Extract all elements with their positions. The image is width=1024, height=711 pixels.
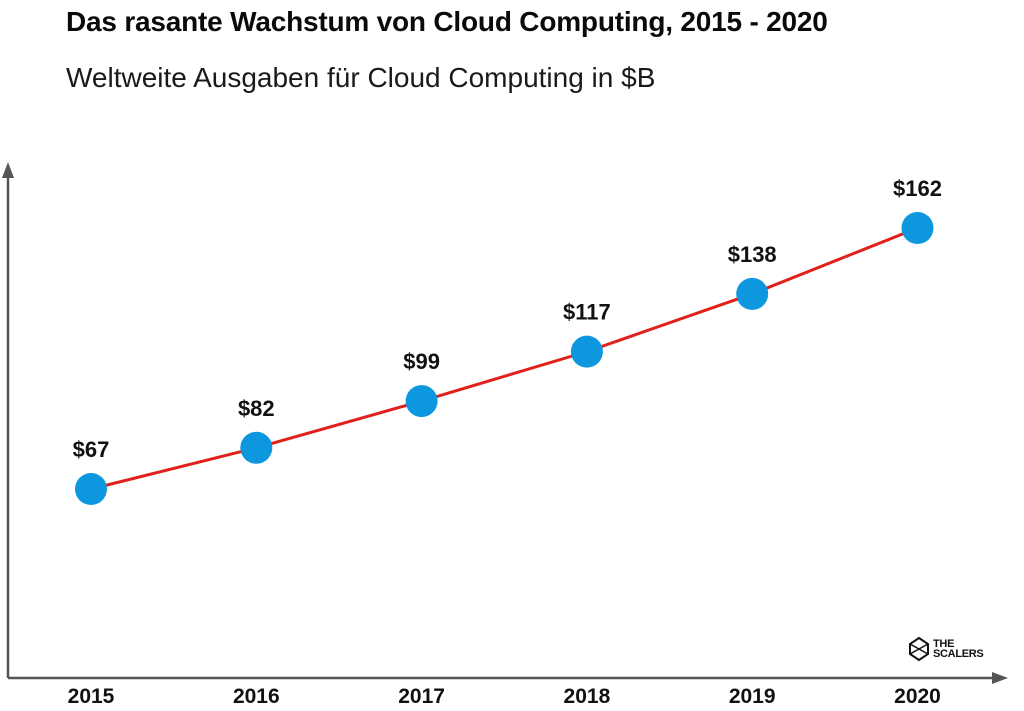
- chart-title: Das rasante Wachstum von Cloud Computing…: [66, 6, 828, 37]
- scalers-logo-icon: [909, 636, 929, 662]
- data-label: $117: [563, 300, 611, 325]
- data-label: $138: [728, 242, 777, 267]
- data-point: [901, 212, 934, 244]
- logo-line-2: SCALERS: [933, 648, 984, 660]
- data-point: [405, 385, 438, 418]
- data-point: [240, 431, 273, 464]
- x-tick-label: 2019: [729, 685, 776, 708]
- brand-logo: THE SCALERS: [908, 636, 984, 662]
- x-tick-label: 2016: [233, 685, 280, 708]
- data-label: $99: [403, 349, 440, 374]
- data-label: $82: [238, 396, 275, 421]
- x-tick-label: 2017: [398, 685, 445, 708]
- series-layer: $67 $82 $99 $117 $138 $162: [73, 176, 942, 505]
- x-tick-label: 2018: [564, 685, 611, 708]
- axes: [2, 162, 1008, 684]
- data-point: [570, 335, 603, 368]
- x-tick-label: 2015: [68, 685, 115, 708]
- logo-line-1: THE: [933, 638, 955, 650]
- data-point: [736, 277, 769, 310]
- chart-subtitle: Weltweite Ausgaben für Cloud Computing i…: [66, 62, 656, 93]
- series-line: [90, 226, 919, 491]
- x-axis-arrow: [992, 672, 1008, 684]
- x-tick-labels: 2015 2016 2017 2018 2019 2020: [68, 685, 941, 708]
- x-tick-label: 2020: [894, 685, 941, 708]
- data-label: $162: [893, 176, 942, 201]
- data-label: $67: [73, 437, 110, 462]
- data-point: [75, 473, 107, 505]
- y-axis-arrow: [2, 162, 14, 178]
